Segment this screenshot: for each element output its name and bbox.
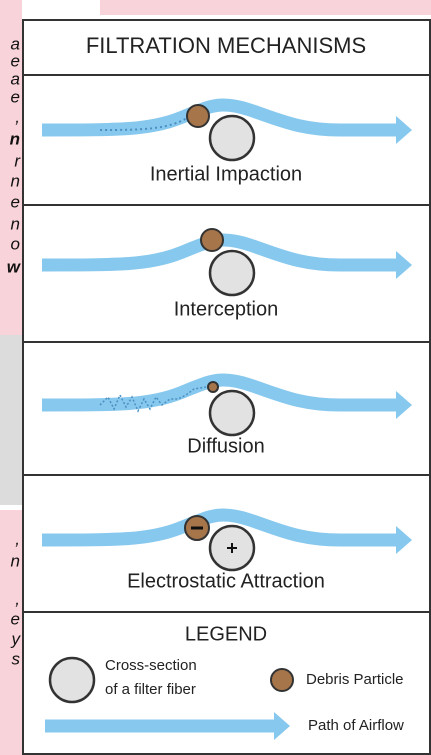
- legend-text: Path of Airflow: [308, 717, 404, 734]
- mechanism-label: Inertial Impaction: [150, 163, 302, 185]
- diagram: FILTRATION MECHANISMS aeae,nrnenow,n,eys…: [0, 0, 431, 755]
- side-fragment: s: [12, 649, 21, 668]
- side-fragment: w: [7, 257, 22, 276]
- side-fragment: n: [10, 129, 20, 148]
- side-fragment: ,: [15, 107, 20, 126]
- legend-text: of a filter fiber: [105, 681, 196, 698]
- side-fragment: o: [11, 234, 20, 253]
- side-fragment: n: [11, 214, 20, 233]
- top-bar: [100, 0, 431, 15]
- side-fragment: a: [11, 69, 20, 88]
- mechanism-label: Diffusion: [187, 435, 264, 457]
- fiber: [210, 251, 254, 295]
- debris-particle: [187, 105, 209, 127]
- side-panel: [0, 335, 22, 505]
- legend-text: Cross-section: [105, 657, 197, 674]
- side-fragment: n: [11, 551, 20, 570]
- legend-text: Debris Particle: [306, 671, 404, 688]
- mechanism-label: Interception: [174, 298, 279, 320]
- fiber: [210, 391, 254, 435]
- mechanism-label: Electrostatic Attraction: [127, 570, 325, 592]
- fiber: [210, 116, 254, 160]
- side-fragment: e: [11, 87, 20, 106]
- side-fragment: n: [11, 171, 20, 190]
- title: FILTRATION MECHANISMS: [86, 33, 366, 58]
- legend-particle: [271, 669, 293, 691]
- side-fragment: e: [11, 192, 20, 211]
- side-fragment: e: [11, 51, 20, 70]
- side-fragment: ,: [15, 589, 20, 608]
- side-fragment: y: [11, 629, 22, 648]
- side-fragment: e: [11, 609, 20, 628]
- debris-particle: [208, 382, 218, 392]
- legend-fiber: [50, 658, 94, 702]
- side-fragment: ,: [15, 529, 20, 548]
- debris-particle: [201, 229, 223, 251]
- legend-title: LEGEND: [185, 623, 267, 645]
